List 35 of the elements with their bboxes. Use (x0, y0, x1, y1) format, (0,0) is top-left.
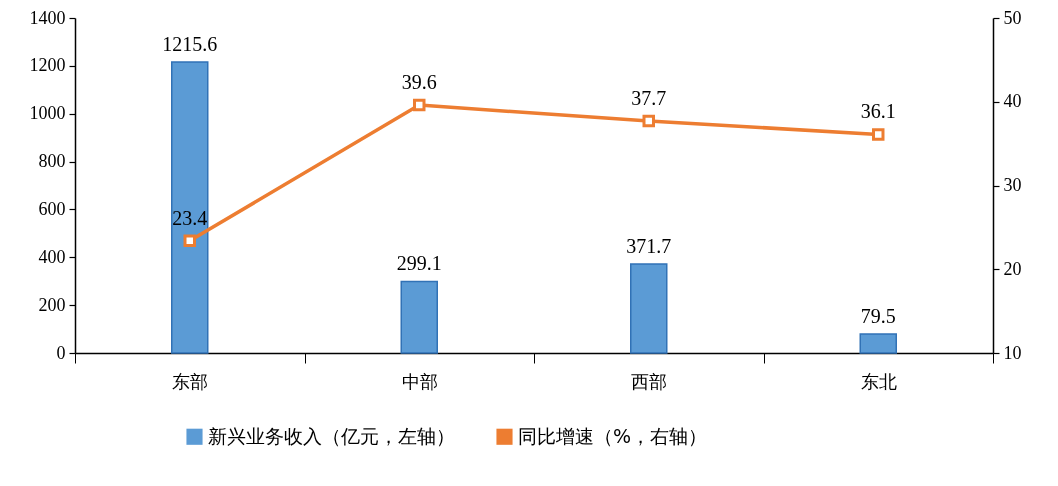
x-tick-label: 东部 (172, 370, 209, 392)
x-tick-label: 西部 (631, 370, 668, 392)
point (183, 234, 196, 248)
y-tick-label: 600 (38, 198, 66, 219)
y-tick-label: 200 (38, 294, 66, 315)
data-label: 299.1 (396, 252, 442, 275)
bar (400, 280, 438, 354)
bar (630, 263, 668, 354)
y-tick-label: 400 (38, 246, 66, 267)
y2-tick-label: 20 (1003, 258, 1022, 279)
y2-tick-label: 10 (1003, 342, 1022, 363)
x-tick-label: 中部 (401, 370, 438, 392)
data-label: 36.1 (860, 100, 896, 123)
data-label: 79.5 (860, 304, 896, 327)
point (642, 114, 655, 128)
point (872, 128, 885, 141)
data-label: 1215.6 (162, 33, 218, 56)
data-label: 23.4 (172, 206, 208, 229)
data-label: 37.7 (631, 87, 667, 110)
y2-tick-label: 40 (1003, 91, 1022, 112)
data-label: 39.6 (401, 71, 437, 94)
y-tick-label: 1400 (29, 7, 66, 28)
y-tick-label: 1200 (29, 55, 66, 76)
bar (171, 61, 209, 354)
point (413, 98, 426, 112)
y2-tick-label: 50 (1003, 7, 1022, 28)
y-tick-label: 800 (38, 151, 66, 172)
legend-label: 同比增速（%，右轴） (518, 424, 708, 447)
x-tick-label: 东北 (860, 370, 897, 392)
y-tick-label: 1000 (29, 103, 66, 124)
bar (859, 333, 897, 354)
y2-tick-label: 30 (1003, 175, 1022, 195)
legend-label: 新兴业务收入（亿元，左轴） (208, 424, 455, 447)
y-tick-label: 0 (56, 342, 66, 363)
data-label: 371.7 (626, 235, 672, 258)
